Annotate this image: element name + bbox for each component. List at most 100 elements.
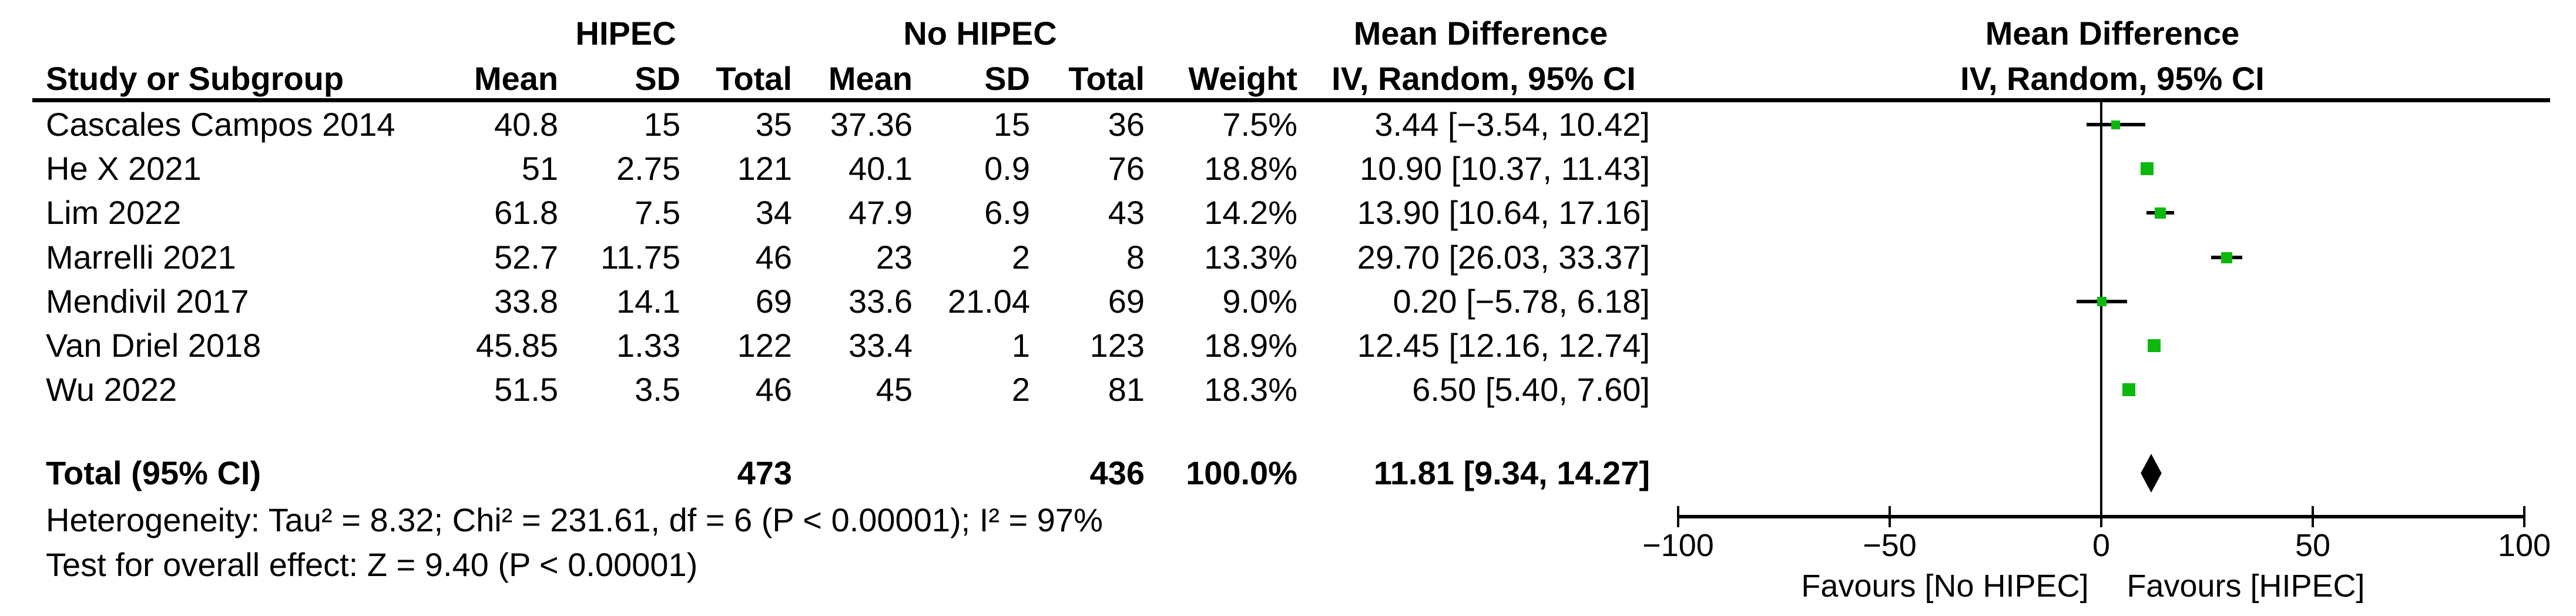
cell-md-ci: 12.45 [12.16, 12.74] [1357, 327, 1650, 364]
column-header-study: Study or Subgroup [46, 60, 344, 97]
axis-tick [1889, 506, 1891, 527]
axis-tick-label: 50 [2295, 528, 2331, 563]
cell-mean-nohipec: 40.1 [848, 150, 913, 187]
cell-sd-nohipec: 2 [1011, 239, 1030, 276]
study-name: Van Driel 2018 [46, 327, 261, 364]
plot-header-mean-difference: Mean Difference [1985, 15, 2240, 52]
total-hipec-n: 473 [737, 454, 792, 491]
effect-square [2097, 297, 2107, 306]
group-header-no-hipec: No HIPEC [903, 15, 1057, 52]
column-header-mean-2: Mean [828, 60, 913, 97]
cell-weight: 13.3% [1204, 239, 1297, 276]
cell-mean-nohipec: 33.6 [848, 283, 913, 320]
cell-total-hipec: 121 [737, 150, 792, 187]
group-header-hipec: HIPEC [575, 15, 676, 52]
cell-mean-hipec: 45.85 [475, 327, 558, 364]
cell-weight: 18.3% [1204, 371, 1297, 408]
axis-tick-label: −100 [1642, 528, 1714, 563]
cell-mean-nohipec: 23 [876, 239, 913, 276]
effect-square [2147, 339, 2161, 352]
column-header-total-1: Total [716, 60, 792, 97]
cell-sd-nohipec: 15 [993, 106, 1030, 143]
cell-total-nohipec: 81 [1108, 371, 1145, 408]
cell-sd-nohipec: 1 [1011, 327, 1030, 364]
header-rule [32, 98, 2550, 102]
cell-md-ci: 6.50 [5.40, 7.60] [1412, 371, 1650, 408]
cell-mean-nohipec: 47.9 [848, 194, 913, 231]
favours-right-label: Favours [HIPEC] [2126, 568, 2365, 604]
study-name: He X 2021 [46, 150, 202, 187]
cell-mean-nohipec: 37.36 [830, 106, 913, 143]
column-header-weight: Weight [1188, 60, 1297, 97]
cell-sd-nohipec: 0.9 [984, 150, 1030, 187]
cell-weight: 18.8% [1204, 150, 1297, 187]
cell-sd-nohipec: 21.04 [947, 283, 1030, 320]
effect-square [2154, 207, 2166, 219]
cell-sd-hipec: 2.75 [616, 150, 680, 187]
summary-diamond [2141, 454, 2162, 493]
cell-mean-hipec: 40.8 [494, 106, 558, 143]
cell-total-nohipec: 69 [1108, 283, 1145, 320]
study-name: Wu 2022 [46, 371, 177, 408]
cell-mean-hipec: 33.8 [494, 283, 558, 320]
column-header-total-2: Total [1068, 60, 1145, 97]
group-header-mean-difference: Mean Difference [1353, 15, 1608, 52]
heterogeneity-text: Heterogeneity: Tau² = 8.32; Chi² = 231.6… [46, 501, 1103, 538]
axis-tick [2312, 506, 2314, 527]
axis-tick-label: 0 [2092, 528, 2111, 563]
effect-square [2122, 383, 2135, 396]
cell-md-ci: 3.44 [−3.54, 10.42] [1374, 106, 1650, 143]
total-row-label: Total (95% CI) [46, 454, 261, 491]
total-md-ci: 11.81 [9.34, 14.27] [1373, 454, 1650, 491]
total-weight: 100.0% [1186, 454, 1297, 491]
axis-tick [2523, 506, 2525, 527]
cell-sd-nohipec: 2 [1011, 371, 1030, 408]
cell-sd-hipec: 11.75 [601, 239, 680, 276]
cell-md-ci: 0.20 [−5.78, 6.18] [1393, 283, 1650, 320]
axis-tick [1677, 506, 1679, 527]
cell-mean-hipec: 52.7 [494, 239, 558, 276]
cell-total-nohipec: 43 [1108, 194, 1145, 231]
axis-tick [2100, 506, 2102, 527]
cell-sd-hipec: 14.1 [616, 283, 680, 320]
cell-mean-nohipec: 45 [876, 371, 913, 408]
cell-total-hipec: 46 [755, 239, 792, 276]
study-name: Marrelli 2021 [46, 239, 236, 276]
cell-md-ci: 10.90 [10.37, 11.43] [1359, 150, 1650, 187]
cell-total-hipec: 46 [755, 371, 792, 408]
cell-total-hipec: 34 [755, 194, 792, 231]
cell-weight: 7.5% [1222, 106, 1297, 143]
effect-square [2111, 120, 2121, 129]
effect-square [2221, 252, 2233, 263]
cell-weight: 14.2% [1204, 194, 1297, 231]
effect-square [2141, 162, 2154, 175]
cell-mean-hipec: 61.8 [494, 194, 558, 231]
cell-sd-hipec: 3.5 [635, 371, 680, 408]
cell-sd-hipec: 7.5 [635, 194, 680, 231]
cell-total-nohipec: 8 [1126, 239, 1145, 276]
cell-mean-hipec: 51 [521, 150, 558, 187]
study-name: Cascales Campos 2014 [46, 106, 395, 143]
cell-total-hipec: 122 [737, 327, 792, 364]
cell-md-ci: 29.70 [26.03, 33.37] [1357, 239, 1650, 276]
cell-weight: 18.9% [1204, 327, 1297, 364]
study-name: Lim 2022 [46, 194, 182, 231]
column-header-method: IV, Random, 95% CI [1331, 60, 1636, 97]
study-name: Mendivil 2017 [46, 283, 249, 320]
cell-total-hipec: 69 [755, 283, 792, 320]
cell-total-nohipec: 76 [1108, 150, 1145, 187]
cell-mean-hipec: 51.5 [494, 371, 558, 408]
column-header-mean-1: Mean [474, 60, 558, 97]
cell-total-nohipec: 123 [1089, 327, 1145, 364]
cell-total-hipec: 35 [755, 106, 792, 143]
cell-weight: 9.0% [1222, 283, 1297, 320]
cell-md-ci: 13.90 [10.64, 17.16] [1357, 194, 1650, 231]
cell-sd-hipec: 15 [643, 106, 680, 143]
column-header-sd-2: SD [984, 60, 1030, 97]
zero-line [2100, 102, 2102, 517]
overall-effect-text: Test for overall effect: Z = 9.40 (P < 0… [46, 546, 698, 583]
column-header-sd-1: SD [635, 60, 680, 97]
plot-header-method: IV, Random, 95% CI [1960, 60, 2265, 97]
cell-total-nohipec: 36 [1108, 106, 1145, 143]
